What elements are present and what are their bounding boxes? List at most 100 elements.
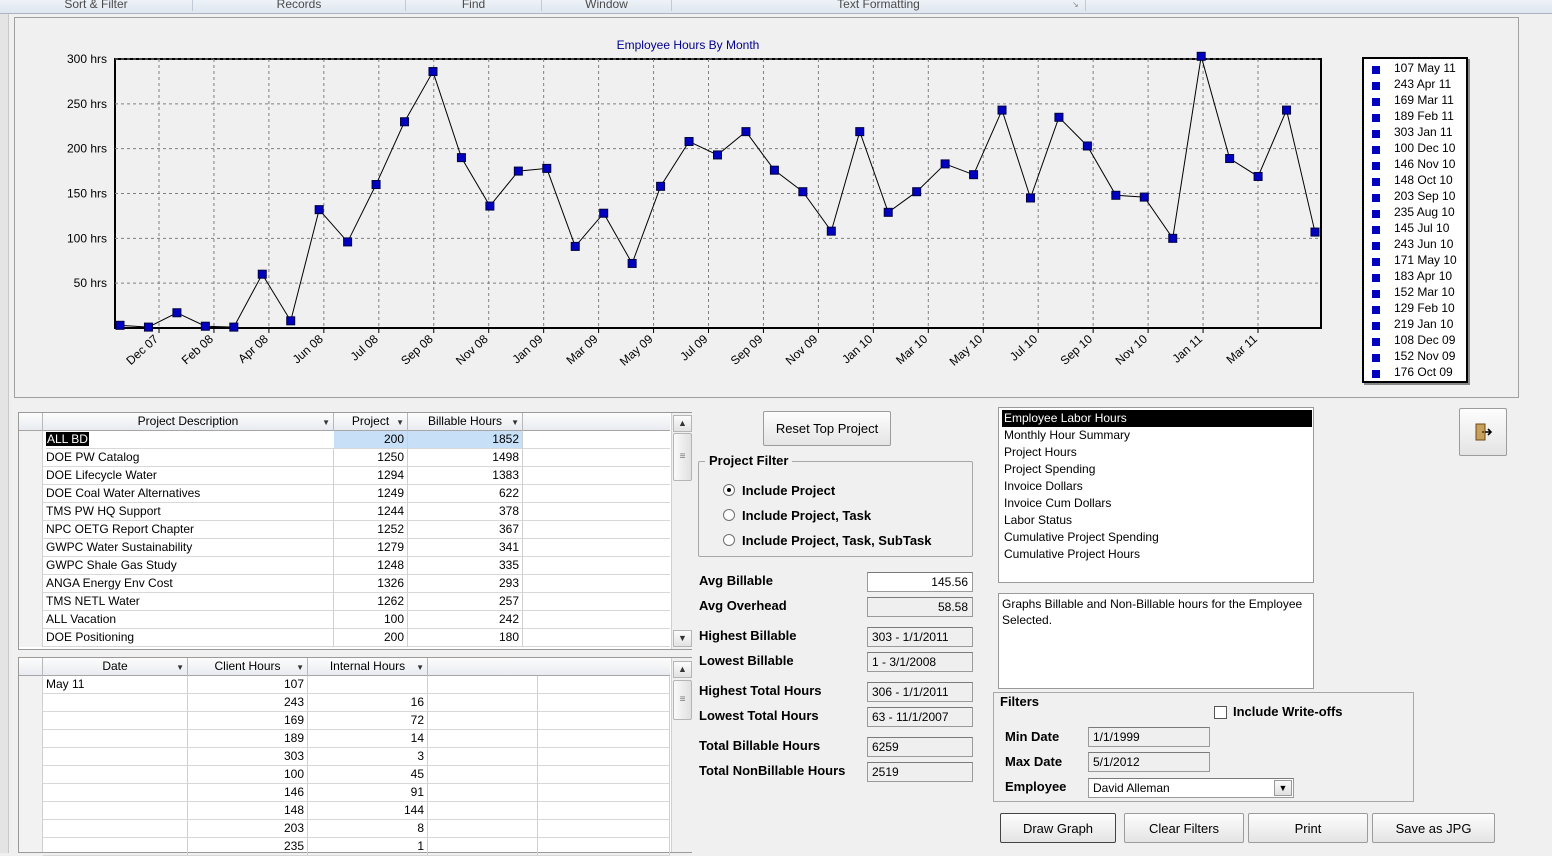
scroll-thumb[interactable]: ≡ <box>673 680 692 720</box>
cell-project[interactable]: 100 <box>334 611 408 629</box>
cell-date[interactable] <box>43 766 188 784</box>
dropdown-arrow-icon[interactable]: ▼ <box>322 418 330 427</box>
cell-date[interactable] <box>43 820 188 838</box>
cell-billable-hours[interactable]: 1383 <box>408 467 523 485</box>
radio-label-include-project-task-subtask[interactable]: Include Project, Task, SubTask <box>742 533 932 548</box>
cell-billable-hours[interactable]: 242 <box>408 611 523 629</box>
report-list-item[interactable]: Project Hours <box>1004 445 1077 459</box>
cell-billable-hours[interactable]: 1852 <box>408 431 523 449</box>
cell-client-hours[interactable]: 203 <box>188 820 308 838</box>
cell-client-hours[interactable]: 100 <box>188 766 308 784</box>
cell-billable-hours[interactable]: 622 <box>408 485 523 503</box>
cell-project[interactable]: 1244 <box>334 503 408 521</box>
dropdown-arrow-icon[interactable]: ▼ <box>176 663 184 672</box>
radio-label-include-project-task[interactable]: Include Project, Task <box>742 508 872 523</box>
select-all-corner[interactable] <box>19 413 43 431</box>
cell-billable-hours[interactable]: 1498 <box>408 449 523 467</box>
cell-project-description[interactable]: DOE Lifecycle Water <box>43 467 334 485</box>
cell-internal-hours[interactable]: 16 <box>308 694 428 712</box>
dropdown-arrow-icon[interactable]: ▼ <box>296 663 304 672</box>
report-list-item[interactable]: Labor Status <box>1004 513 1073 527</box>
cell-client-hours[interactable]: 235 <box>188 838 308 856</box>
hours-grid-scrollbar[interactable]: ▲ ≡ <box>671 658 692 852</box>
cell-project-description[interactable]: TMS PW HQ Support <box>43 503 334 521</box>
cell-billable-hours[interactable]: 341 <box>408 539 523 557</box>
report-list-item[interactable]: Invoice Cum Dollars <box>1004 496 1112 510</box>
cell-client-hours[interactable]: 148 <box>188 802 308 820</box>
navigation-pane-strip[interactable] <box>0 14 9 853</box>
cell-project[interactable]: 1250 <box>334 449 408 467</box>
scroll-down-icon[interactable]: ▼ <box>673 630 692 647</box>
column-header-project[interactable]: Project ▼ <box>334 413 408 431</box>
column-header-project-description[interactable]: Project Description ▼ <box>43 413 334 431</box>
radio-include-project[interactable] <box>723 484 735 496</box>
dropdown-arrow-icon[interactable]: ▼ <box>511 418 519 427</box>
cell-billable-hours[interactable]: 378 <box>408 503 523 521</box>
column-header-billable-hours[interactable]: Billable Hours ▼ <box>408 413 523 431</box>
cell-billable-hours[interactable]: 180 <box>408 629 523 647</box>
cell-billable-hours[interactable]: 335 <box>408 557 523 575</box>
report-list-item[interactable]: Project Spending <box>1004 462 1096 476</box>
min-date-field[interactable]: 1/1/1999 <box>1088 727 1210 747</box>
cell-date[interactable] <box>43 694 188 712</box>
max-date-field[interactable]: 5/1/2012 <box>1088 752 1210 772</box>
report-list-item[interactable]: Cumulative Project Spending <box>1004 530 1159 544</box>
employee-select[interactable]: David Alleman ▼ <box>1088 778 1294 798</box>
cell-date[interactable] <box>43 784 188 802</box>
dropdown-arrow-icon[interactable]: ▼ <box>416 663 424 672</box>
cell-internal-hours[interactable]: 144 <box>308 802 428 820</box>
column-header-client-hours[interactable]: Client Hours ▼ <box>188 658 308 676</box>
ribbon-group-sort-filter[interactable]: Sort & Filter <box>0 0 193 11</box>
cell-date[interactable] <box>43 802 188 820</box>
dialog-launcher-icon[interactable]: ↘ <box>1072 0 1079 9</box>
radio-include-project-task[interactable] <box>723 509 735 521</box>
report-list-item[interactable]: Invoice Dollars <box>1004 479 1083 493</box>
reset-top-project-button[interactable]: Reset Top Project <box>763 411 891 446</box>
cell-project[interactable]: 1248 <box>334 557 408 575</box>
include-writeoffs-label[interactable]: Include Write-offs <box>1233 704 1343 719</box>
cell-project[interactable]: 1294 <box>334 467 408 485</box>
exit-button[interactable] <box>1459 408 1507 456</box>
cell-project[interactable]: 1262 <box>334 593 408 611</box>
cell-client-hours[interactable]: 303 <box>188 748 308 766</box>
cell-project-description[interactable]: ANGA Energy Env Cost <box>43 575 334 593</box>
cell-project-description[interactable]: ALL BD <box>46 431 337 449</box>
cell-project[interactable]: 1279 <box>334 539 408 557</box>
ribbon-group-text-formatting[interactable]: Text Formatting <box>672 0 1086 11</box>
cell-client-hours[interactable]: 146 <box>188 784 308 802</box>
cell-billable-hours[interactable]: 293 <box>408 575 523 593</box>
select-all-corner[interactable] <box>19 658 43 676</box>
cell-project-description[interactable]: DOE PW Catalog <box>43 449 334 467</box>
cell-date[interactable] <box>43 838 188 856</box>
cell-internal-hours[interactable] <box>308 676 428 694</box>
scroll-thumb[interactable]: ≡ <box>673 433 692 481</box>
record-selector-column[interactable] <box>19 676 43 852</box>
cell-project[interactable]: 1252 <box>334 521 408 539</box>
cell-date[interactable] <box>43 748 188 766</box>
scroll-up-icon[interactable]: ▲ <box>673 415 692 432</box>
cell-project-description[interactable]: DOE Coal Water Alternatives <box>43 485 334 503</box>
cell-client-hours[interactable]: 107 <box>188 676 308 694</box>
record-selector-column[interactable] <box>19 431 43 647</box>
cell-client-hours[interactable]: 243 <box>188 694 308 712</box>
project-grid-scrollbar[interactable]: ▲ ≡ ▼ <box>671 413 692 649</box>
ribbon-group-find[interactable]: Find <box>406 0 542 11</box>
cell-project-description[interactable]: DOE Positioning <box>43 629 334 647</box>
report-listbox[interactable]: Employee Labor Hours Monthly Hour Summary… <box>998 407 1314 583</box>
cell-billable-hours[interactable]: 367 <box>408 521 523 539</box>
ribbon-group-records[interactable]: Records <box>193 0 406 11</box>
cell-project-description[interactable]: ALL Vacation <box>43 611 334 629</box>
chevron-down-icon[interactable]: ▼ <box>1274 780 1292 796</box>
clear-filters-button[interactable]: Clear Filters <box>1124 813 1244 843</box>
cell-project[interactable]: 200 <box>334 431 408 449</box>
cell-project-description[interactable]: GWPC Shale Gas Study <box>43 557 334 575</box>
column-header-internal-hours[interactable]: Internal Hours ▼ <box>308 658 428 676</box>
cell-billable-hours[interactable]: 257 <box>408 593 523 611</box>
scroll-up-icon[interactable]: ▲ <box>673 661 692 678</box>
cell-client-hours[interactable]: 189 <box>188 730 308 748</box>
radio-include-project-task-subtask[interactable] <box>723 534 735 546</box>
draw-graph-button[interactable]: Draw Graph <box>1000 813 1116 843</box>
cell-internal-hours[interactable]: 3 <box>308 748 428 766</box>
cell-client-hours[interactable]: 169 <box>188 712 308 730</box>
radio-label-include-project[interactable]: Include Project <box>742 483 836 498</box>
